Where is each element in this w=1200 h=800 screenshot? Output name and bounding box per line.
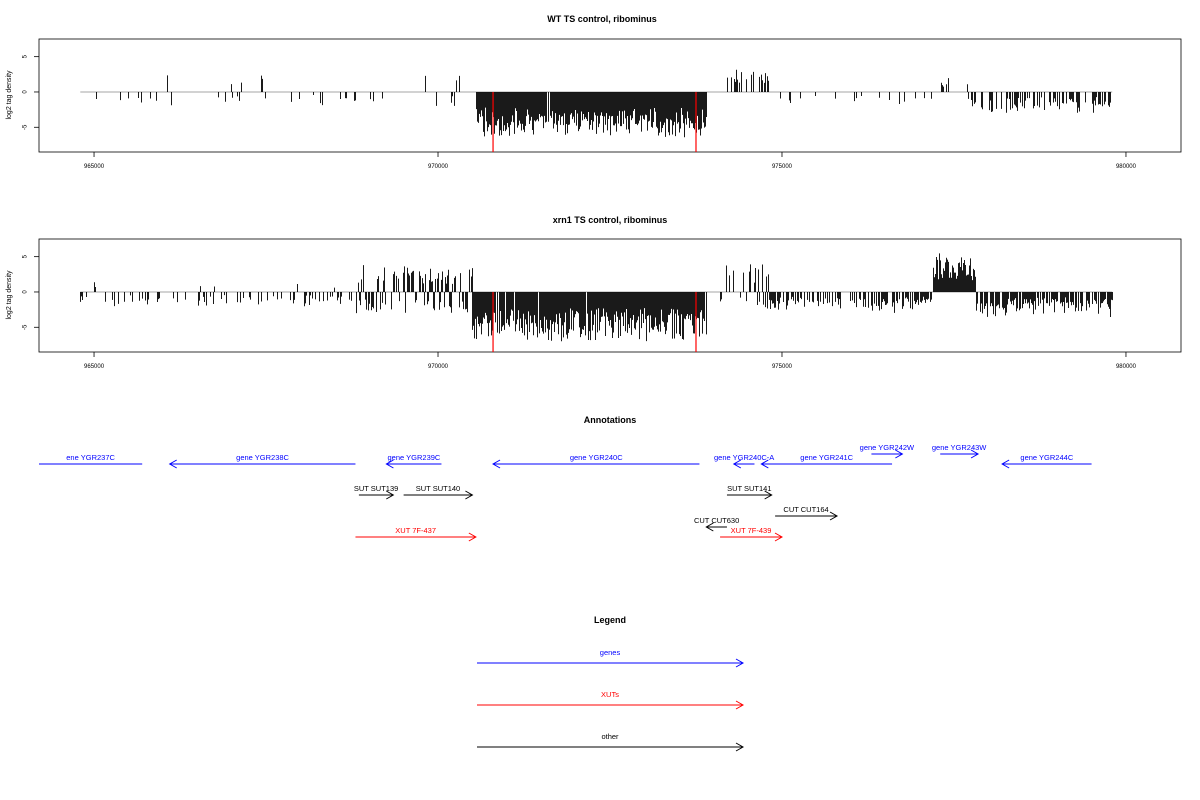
feature-label: gene YGR240C-A — [714, 453, 774, 462]
x-tick-label: 980000 — [1116, 164, 1137, 170]
arrow-head — [492, 459, 501, 469]
panel-xrn1: xrn1 TS control, ribominus log2 tag dens… — [6, 215, 1182, 370]
legend-title: Legend — [594, 615, 626, 625]
legend-item-xuts: XUTs — [477, 690, 745, 710]
panel-wt-title: WT TS control, ribominus — [547, 14, 657, 24]
annotations-track: Annotations ene YGR237C gene YGR238C gene … — [39, 415, 1092, 542]
arrow-head — [735, 658, 745, 668]
legend: Legend genes XUTs other — [477, 615, 745, 752]
annotation-features: ene YGR237C gene YGR238C gene YGR239C gene … — [39, 443, 1092, 542]
panel-wt-frame — [38, 38, 1182, 153]
panel-wt-bars — [80, 69, 1113, 152]
feature-label: SUT SUT141 — [727, 484, 771, 493]
panel-wt: WT TS control, ribominus log2 tag densit… — [6, 14, 1182, 170]
annotation-feature: gene YGR241C — [760, 453, 893, 469]
annotation-feature: gene YGR243W — [932, 443, 987, 459]
feature-label: gene YGR239C — [388, 453, 441, 462]
feature-label: CUT CUT630 — [694, 516, 739, 525]
arrow-head — [829, 511, 839, 521]
arrow-head — [764, 490, 773, 500]
feature-label: gene YGR238C — [236, 453, 289, 462]
arrow-head — [760, 459, 769, 469]
y-tick-label: 5 — [23, 254, 29, 258]
annotation-feature: SUT SUT140 — [403, 484, 474, 500]
annotation-feature: XUT 7F-439 — [720, 526, 783, 542]
annotation-feature: gene YGR242W — [860, 443, 915, 459]
x-tick-label: 975000 — [772, 164, 793, 170]
x-tick-label: 970000 — [428, 164, 449, 170]
annotation-feature: gene YGR239C — [385, 453, 442, 469]
annotation-feature: CUT CUT630 — [694, 516, 739, 532]
panel-xrn1-title: xrn1 TS control, ribominus — [553, 215, 668, 225]
arrow-head — [385, 459, 394, 469]
y-tick-label: 0 — [23, 290, 29, 294]
panel-xrn1-axes: 965000 970000 975000 980000 -5 0 5 — [23, 254, 1137, 370]
y-tick-label: 0 — [23, 90, 29, 94]
feature-label: CUT CUT164 — [783, 505, 828, 514]
arrow-head — [1001, 459, 1010, 469]
feature-label: ene YGR237C — [66, 453, 115, 462]
feature-label: gene YGR243W — [932, 443, 987, 452]
annotations-title: Annotations — [584, 415, 637, 425]
feature-label: XUT 7F-437 — [395, 526, 436, 535]
arrow-head — [735, 742, 745, 752]
y-tick-label: 5 — [23, 54, 29, 58]
annotation-feature: gene YGR240C-A — [714, 453, 774, 469]
arrow-head — [386, 490, 395, 500]
panel-wt-axes: 965000 970000 975000 980000 -5 0 5 — [23, 54, 1137, 170]
annotation-feature: gene YGR240C — [492, 453, 700, 469]
feature-label: SUT SUT140 — [416, 484, 460, 493]
feature-label: gene YGR240C — [570, 453, 623, 462]
panel-xrn1-bars — [80, 253, 1113, 352]
panel-xrn1-ylabel: log2 tag density — [6, 270, 13, 320]
arrow-head — [895, 449, 904, 459]
annotation-feature: CUT CUT164 — [775, 505, 839, 521]
legend-label: genes — [600, 648, 621, 657]
arrow-head — [468, 532, 477, 542]
feature-label: XUT 7F-439 — [731, 526, 772, 535]
arrow-head — [735, 700, 745, 710]
x-tick-label: 965000 — [84, 164, 105, 170]
y-tick-label: -5 — [23, 324, 29, 330]
panel-wt-ylabel: log2 tag density — [6, 70, 13, 120]
arrow-head — [774, 532, 783, 542]
arrow-head — [970, 449, 980, 459]
feature-label: SUT SUT139 — [354, 484, 398, 493]
annotation-feature: XUT 7F-437 — [355, 526, 477, 542]
annotation-feature: SUT SUT139 — [354, 484, 398, 500]
arrow-head — [465, 490, 474, 500]
arrow-head — [705, 522, 714, 532]
x-tick-label: 970000 — [428, 364, 449, 370]
legend-label: XUTs — [601, 690, 619, 699]
annotation-feature: SUT SUT141 — [726, 484, 773, 500]
annotation-feature: ene YGR237C — [39, 453, 143, 465]
annotation-feature: gene YGR238C — [168, 453, 356, 469]
panel-xrn1-frame — [38, 238, 1182, 353]
arrow-head — [732, 459, 742, 469]
arrow-head — [168, 459, 177, 469]
feature-label: gene YGR241C — [800, 453, 853, 462]
legend-item-genes: genes — [477, 648, 745, 668]
x-tick-label: 975000 — [772, 364, 793, 370]
legend-items: genes XUTs other — [477, 648, 745, 752]
x-tick-label: 965000 — [84, 364, 105, 370]
x-tick-label: 980000 — [1116, 364, 1137, 370]
feature-label: gene YGR242W — [860, 443, 915, 452]
legend-label: other — [601, 732, 619, 741]
legend-item-other: other — [477, 732, 745, 752]
feature-label: gene YGR244C — [1020, 453, 1073, 462]
annotation-feature: gene YGR244C — [1001, 453, 1092, 469]
y-tick-label: -5 — [23, 124, 29, 130]
